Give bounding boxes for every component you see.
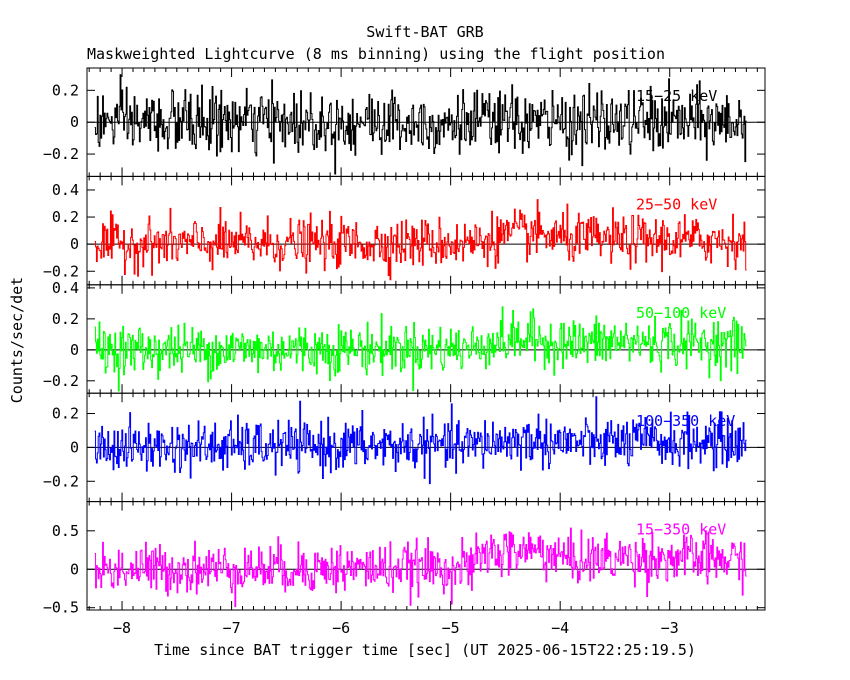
chart-subtitle: Maskweighted Lightcurve (8 ms binning) u… [87, 45, 665, 63]
panel-frame [86, 284, 766, 394]
y-tick-label: 0.2 [52, 208, 79, 226]
x-axis-label: Time since BAT trigger time [sec] (UT 20… [154, 641, 696, 659]
y-tick-label: 0.2 [52, 81, 79, 99]
series-line [94, 306, 747, 392]
series-line [94, 396, 747, 485]
panel-1: 15−25 keV −0.2 0 0.2 [43, 67, 766, 177]
panels-group: 15−25 keV−0.200.225−50 keV−0.200.20.450−… [43, 67, 766, 637]
x-tick-label: −6 [332, 619, 350, 637]
band-label: 15−25 keV [636, 87, 717, 105]
panel-4: 100−350 keV −0.2 0 0.2 [43, 392, 766, 503]
series-line [94, 74, 747, 175]
y-tick-label: 0.4 [52, 181, 79, 199]
chart-title: Swift-BAT GRB [366, 23, 483, 41]
y-tick-label: −0.2 [43, 372, 79, 390]
panel-2: 25−50 keV −0.2 0 0.2 0.4 [43, 175, 766, 286]
y-tick-label: 0 [70, 560, 79, 578]
y-tick-label: 0 [70, 113, 79, 131]
panel-frame [86, 175, 766, 286]
y-tick-label: 0 [70, 438, 79, 456]
y-tick-label: −0.2 [43, 262, 79, 280]
series-line [94, 527, 747, 607]
y-tick-label: −0.5 [43, 599, 79, 617]
y-tick-label: −0.2 [43, 472, 79, 490]
x-tick-label: −4 [551, 619, 569, 637]
panel-5: 15−350 keV −0.5 0 0.5 [43, 501, 766, 617]
y-tick-label: 0 [70, 235, 79, 253]
y-tick-label: 0 [70, 341, 79, 359]
y-tick-label: 0.5 [52, 522, 79, 540]
y-axis-label: Counts/sec/det [8, 277, 26, 403]
panel-frame [86, 501, 766, 611]
y-tick-label: 0.2 [52, 310, 79, 328]
series-line [94, 199, 747, 281]
band-label: 50−100 keV [636, 304, 726, 322]
panel-3: 50−100 keV −0.2 0 0.2 0.4 [43, 279, 766, 394]
x-tick-label: −3 [661, 619, 679, 637]
x-tick-label: −7 [223, 619, 241, 637]
band-label: 25−50 keV [636, 195, 717, 213]
y-tick-label: −0.2 [43, 145, 79, 163]
band-label: 15−350 keV [636, 521, 726, 539]
y-tick-label: 0.4 [52, 279, 79, 297]
band-label: 100−350 keV [636, 412, 735, 430]
y-tick-label: 0.2 [52, 405, 79, 423]
x-tick-label: −8 [113, 619, 131, 637]
x-tick-label: −5 [442, 619, 460, 637]
